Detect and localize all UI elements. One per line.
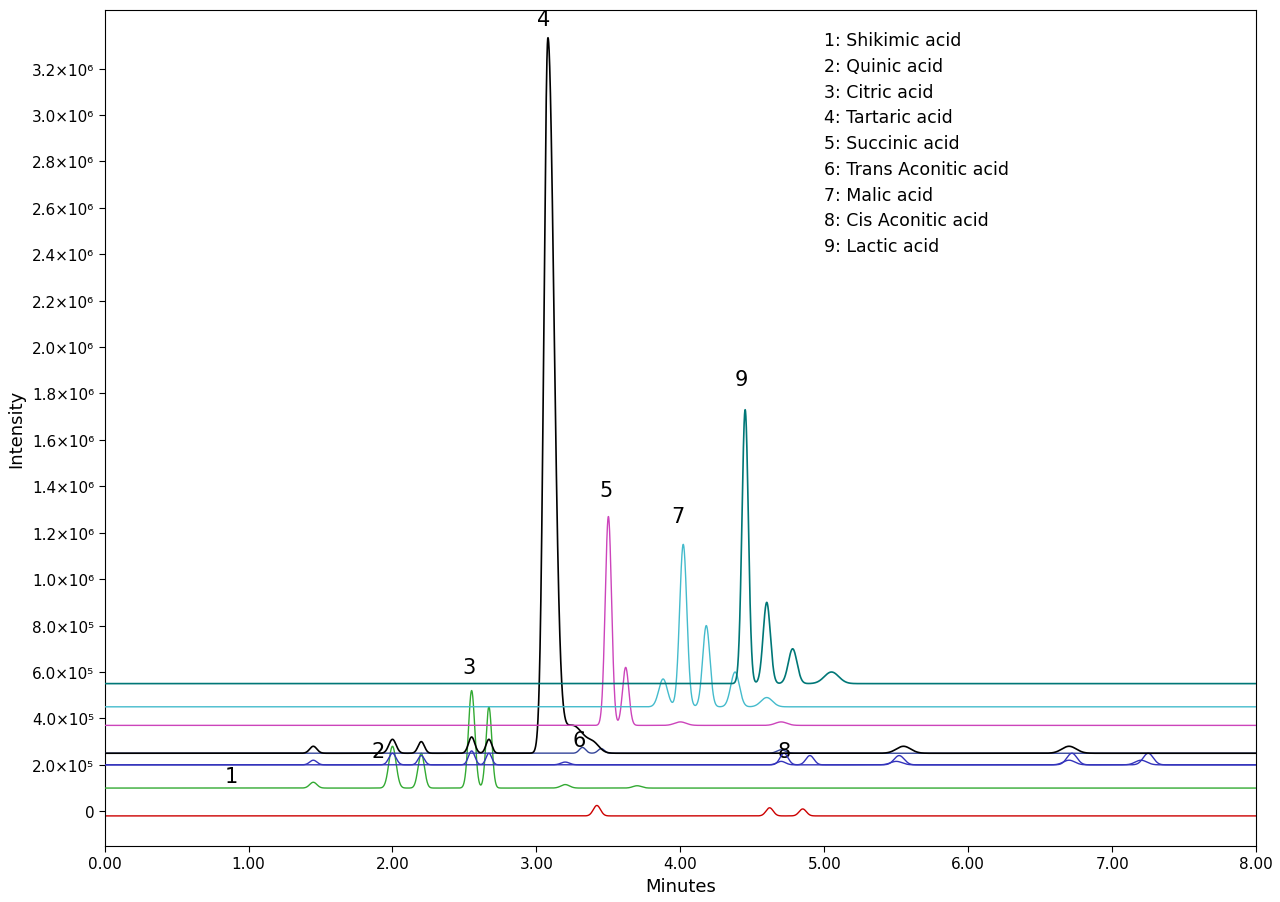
Y-axis label: Intensity: Intensity xyxy=(6,390,24,468)
Text: 3: 3 xyxy=(462,657,475,676)
Text: 4: 4 xyxy=(538,10,550,30)
Text: 7: 7 xyxy=(671,506,684,526)
Text: 2: 2 xyxy=(371,741,385,761)
Text: 8: 8 xyxy=(777,741,791,761)
Text: 6: 6 xyxy=(573,730,586,750)
Text: 5: 5 xyxy=(599,481,612,501)
Text: 1: Shikimic acid
2: Quinic acid
3: Citric acid
4: Tartaric acid
5: Succinic acid: 1: Shikimic acid 2: Quinic acid 3: Citri… xyxy=(824,32,1010,255)
Text: 9: 9 xyxy=(735,370,748,390)
X-axis label: Minutes: Minutes xyxy=(645,877,716,895)
Text: 1: 1 xyxy=(224,766,238,786)
